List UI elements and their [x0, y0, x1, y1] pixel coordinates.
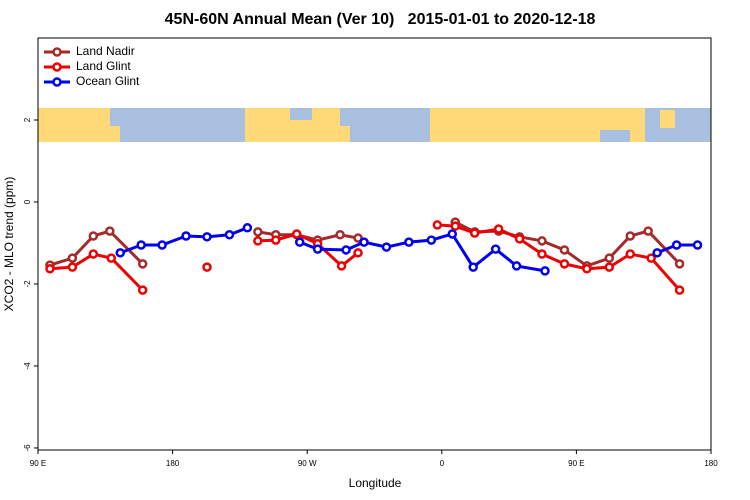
point: [137, 285, 148, 295]
legend-marker: [52, 62, 62, 72]
point: [404, 237, 414, 247]
point: [447, 229, 458, 239]
point: [202, 232, 212, 242]
point: [559, 259, 570, 269]
y-tick-label: 2: [23, 117, 32, 122]
point: [224, 230, 235, 240]
point: [652, 248, 662, 258]
x-tick-label: 0: [440, 459, 445, 468]
point: [312, 244, 323, 254]
point: [253, 227, 263, 237]
x-tick-label: 180: [166, 459, 180, 468]
y-axis-label: XCO2 - MLO trend (ppm): [2, 177, 16, 312]
legend-label: Land Nadir: [76, 44, 135, 58]
point: [643, 226, 653, 236]
point: [604, 262, 615, 272]
point: [67, 253, 78, 263]
point: [67, 262, 78, 272]
point: [537, 249, 547, 259]
legend-marker: [52, 47, 62, 57]
point: [493, 224, 504, 234]
point: [291, 229, 302, 239]
point: [136, 240, 146, 250]
point: [432, 220, 443, 230]
y-tick-label: -4: [23, 362, 32, 370]
point: [646, 253, 656, 263]
point: [45, 264, 55, 274]
point: [242, 223, 253, 233]
x-tick-label: 90 E: [568, 459, 584, 468]
point: [490, 244, 501, 254]
point: [540, 266, 550, 276]
point: [336, 261, 347, 271]
y-tick-label: -2: [23, 280, 32, 288]
series-line: [49, 223, 681, 292]
point: [353, 233, 363, 243]
legend-label: Land Glint: [76, 59, 131, 73]
point: [202, 262, 212, 272]
point: [353, 248, 363, 258]
point: [674, 259, 685, 269]
point: [468, 262, 478, 272]
y-tick-label: 0: [23, 199, 32, 204]
point: [625, 249, 635, 259]
point: [106, 253, 117, 263]
point: [604, 253, 615, 263]
x-tick-label: 180: [704, 459, 718, 468]
x-tick-label: 90 W: [298, 459, 317, 468]
point: [181, 231, 191, 241]
point: [692, 240, 703, 250]
point: [582, 264, 592, 274]
x-tick-label: 90 E: [30, 459, 46, 468]
point: [511, 261, 522, 271]
point: [341, 245, 351, 255]
point: [426, 235, 437, 245]
point: [271, 235, 281, 245]
point: [157, 240, 167, 250]
point: [294, 237, 305, 247]
point: [253, 236, 263, 246]
point: [450, 221, 461, 231]
point: [137, 259, 148, 269]
point: [674, 285, 685, 295]
point: [115, 248, 126, 258]
point: [105, 226, 115, 236]
point: [559, 245, 570, 255]
point: [359, 237, 369, 247]
point: [537, 236, 547, 246]
point: [88, 231, 99, 241]
point: [514, 234, 525, 244]
chart-title: 45N-60N Annual Mean (Ver 10) 2015-01-01 …: [165, 11, 596, 28]
legend-marker: [52, 77, 62, 87]
legend-label: Ocean Glint: [76, 74, 140, 88]
point: [88, 249, 99, 259]
map-strip: [38, 108, 711, 142]
point: [625, 231, 635, 241]
point: [335, 230, 345, 240]
plot-frame: [37, 37, 712, 451]
point: [381, 242, 392, 252]
y-tick-label: -6: [23, 444, 32, 452]
point: [671, 240, 682, 250]
x-axis-label: Longitude: [349, 476, 402, 490]
point: [469, 228, 480, 238]
